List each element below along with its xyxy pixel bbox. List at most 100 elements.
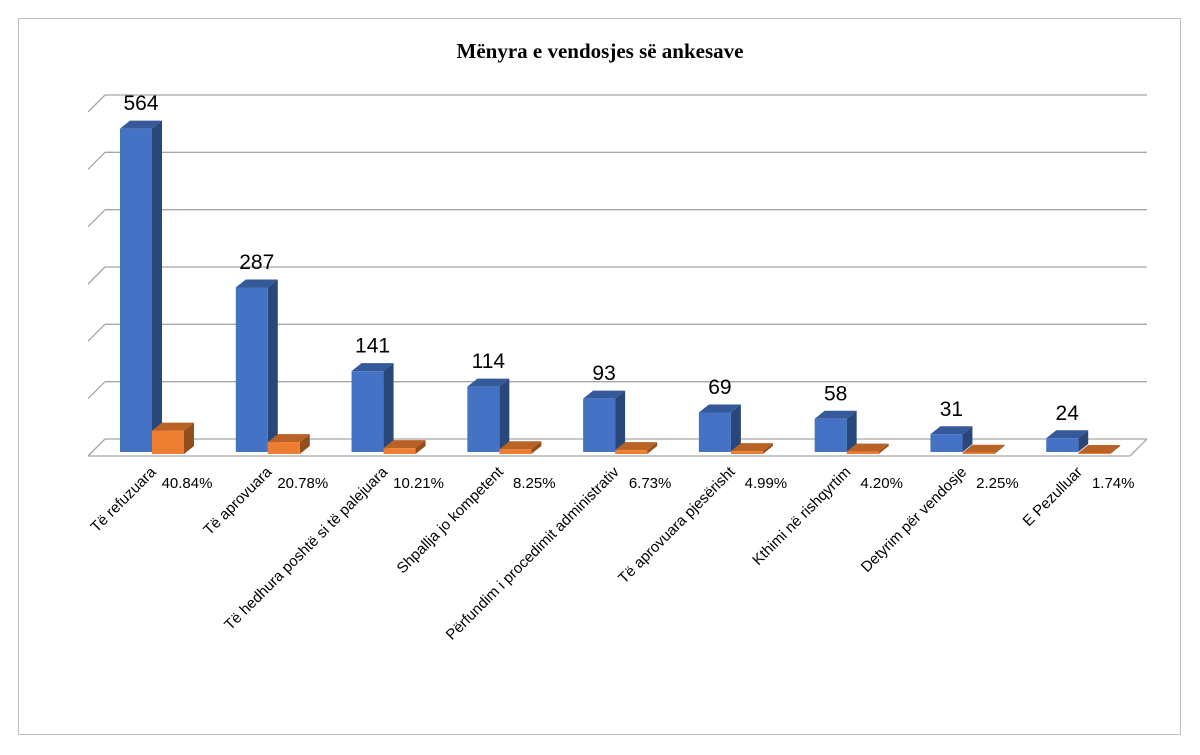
bar-side (415, 440, 426, 454)
bar (1078, 445, 1121, 454)
value-label: 24 (1056, 402, 1080, 425)
bar (351, 363, 394, 452)
grid-line (87, 266, 1147, 285)
value-label: 141 (355, 335, 390, 358)
bar-top (962, 444, 1005, 453)
bar (846, 443, 889, 454)
bar-top (267, 434, 310, 443)
bar-front (814, 418, 847, 452)
value-label: 2.25% (976, 475, 1019, 492)
bar (383, 440, 426, 454)
bar-front (152, 430, 184, 454)
bar (814, 410, 857, 452)
bar-side (531, 441, 542, 454)
value-label: 93 (592, 362, 615, 385)
bar-front (962, 452, 995, 454)
bar (1046, 430, 1089, 452)
bar (962, 444, 1005, 454)
grid-line (87, 151, 1147, 170)
bar-side (383, 363, 394, 452)
bar-front (267, 442, 300, 454)
bar-side (846, 410, 857, 452)
value-label: 10.21% (393, 475, 444, 492)
bar-side (962, 426, 973, 452)
value-label: 114 (472, 350, 506, 373)
bar-front (1078, 453, 1111, 454)
bar-side (878, 443, 889, 454)
grid-side (87, 381, 106, 400)
bar-top (930, 426, 973, 435)
bar-side (615, 390, 626, 452)
bar-side (267, 279, 278, 452)
bar-top (467, 378, 510, 387)
bar-top (499, 441, 542, 450)
bar-top (730, 443, 773, 452)
grid-line (87, 381, 1147, 400)
value-label: 287 (239, 251, 274, 274)
grid-side (87, 151, 106, 170)
bar-top (698, 404, 741, 413)
bar-side (994, 444, 1005, 454)
value-label: 1.74% (1092, 475, 1135, 492)
bar (615, 442, 658, 454)
bar-front (235, 287, 268, 452)
value-label: 69 (708, 376, 731, 399)
bar-top (383, 440, 426, 449)
grid-side (87, 266, 106, 285)
bar (698, 404, 741, 452)
bar-top (846, 443, 889, 452)
value-label: 20.78% (277, 475, 328, 492)
bar (583, 390, 626, 452)
bar (930, 426, 973, 452)
bar (467, 378, 510, 452)
bar-front (499, 449, 532, 454)
bar-front (120, 128, 152, 452)
bar-side (499, 378, 510, 452)
bar-front (730, 451, 763, 454)
grid-line (87, 209, 1147, 228)
value-label: 4.20% (860, 475, 903, 492)
bar-side (762, 443, 773, 454)
bar-front (846, 451, 879, 454)
value-label: 564 (123, 92, 158, 115)
bar (120, 120, 162, 452)
chart-frame (18, 18, 1181, 735)
bar-top (814, 410, 857, 419)
value-label: 6.73% (629, 475, 672, 492)
bar-top (1046, 430, 1089, 439)
bar-top (1078, 445, 1121, 454)
value-label: 31 (940, 398, 963, 421)
bar-side (1078, 430, 1089, 452)
grid-line (87, 94, 1147, 113)
bar-side (1110, 445, 1121, 454)
bar-side (299, 434, 310, 454)
bar-top (615, 442, 658, 451)
grid-side (87, 438, 106, 457)
bar (267, 434, 310, 454)
bar-top (583, 390, 626, 399)
value-label: 58 (824, 382, 847, 405)
bar-front (383, 448, 416, 454)
bar-front (615, 450, 648, 454)
grid-side (87, 94, 106, 113)
value-label: 4.99% (745, 475, 788, 492)
bar-side (184, 422, 194, 454)
bar-front (698, 412, 731, 452)
bar (730, 443, 773, 454)
chart-title: Mënyra e vendosjes së ankesave (457, 39, 744, 63)
value-label: 40.84% (162, 475, 213, 492)
bar-side (730, 404, 741, 452)
bar-top (120, 120, 162, 129)
grid-floor-end (1129, 438, 1148, 457)
bar-top (235, 279, 278, 288)
bar-front (930, 434, 963, 452)
bar-front (583, 398, 616, 452)
grid-side (87, 209, 106, 228)
bar (499, 441, 542, 454)
grid-side (87, 323, 106, 342)
bar-side (152, 120, 162, 452)
bar (235, 279, 278, 452)
bar-front (467, 386, 500, 452)
bar-top (152, 422, 194, 431)
